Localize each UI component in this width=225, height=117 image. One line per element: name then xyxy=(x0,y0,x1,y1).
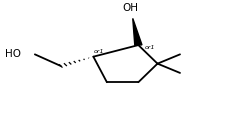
Text: or1: or1 xyxy=(145,45,156,50)
Polygon shape xyxy=(133,18,142,45)
Text: OH: OH xyxy=(122,3,138,13)
Text: or1: or1 xyxy=(94,49,104,54)
Text: HO: HO xyxy=(5,49,21,59)
